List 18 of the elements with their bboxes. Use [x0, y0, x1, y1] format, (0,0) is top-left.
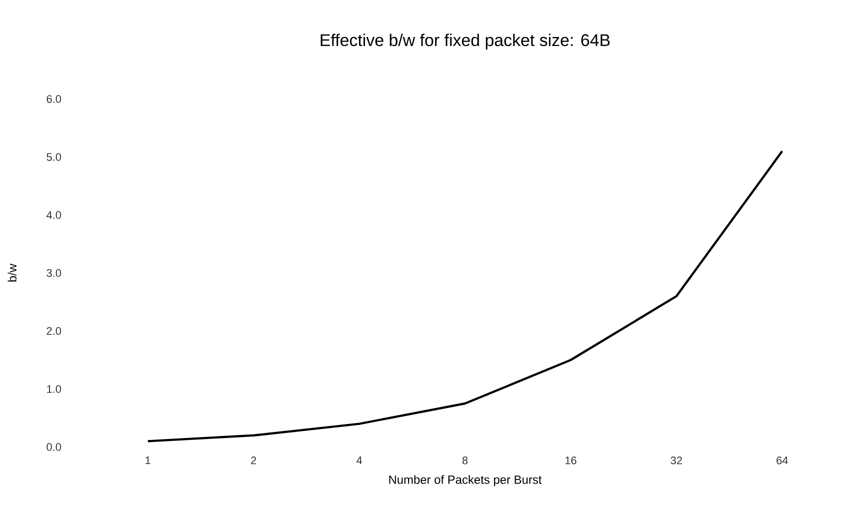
x-tick-label: 32: [670, 456, 682, 464]
line-series: [146, 150, 784, 442]
y-tick-label: 4.0: [46, 211, 62, 219]
x-tick-label: 16: [565, 456, 576, 464]
x-tick-label: 1: [146, 456, 150, 464]
y-tick-label: 3.0: [46, 269, 62, 277]
x-tick-label: 2: [251, 456, 256, 464]
chart-title: Effective b/w for fixed packet size: 64B: [320, 34, 610, 50]
y-tick-label: 6.0: [46, 95, 62, 103]
x-tick-label: 4: [356, 456, 362, 464]
y-tick-label: 0.0: [46, 443, 62, 451]
x-tick-label: 8: [462, 456, 468, 464]
x-tick-label: 64: [776, 456, 788, 464]
x-axis-title: Number of Packets per Burst: [389, 475, 542, 486]
y-axis-title: b/w: [8, 264, 17, 282]
y-tick-label: 1.0: [47, 385, 62, 393]
y-tick-label: 2.0: [46, 327, 62, 335]
y-tick-label: 5.0: [46, 153, 62, 161]
